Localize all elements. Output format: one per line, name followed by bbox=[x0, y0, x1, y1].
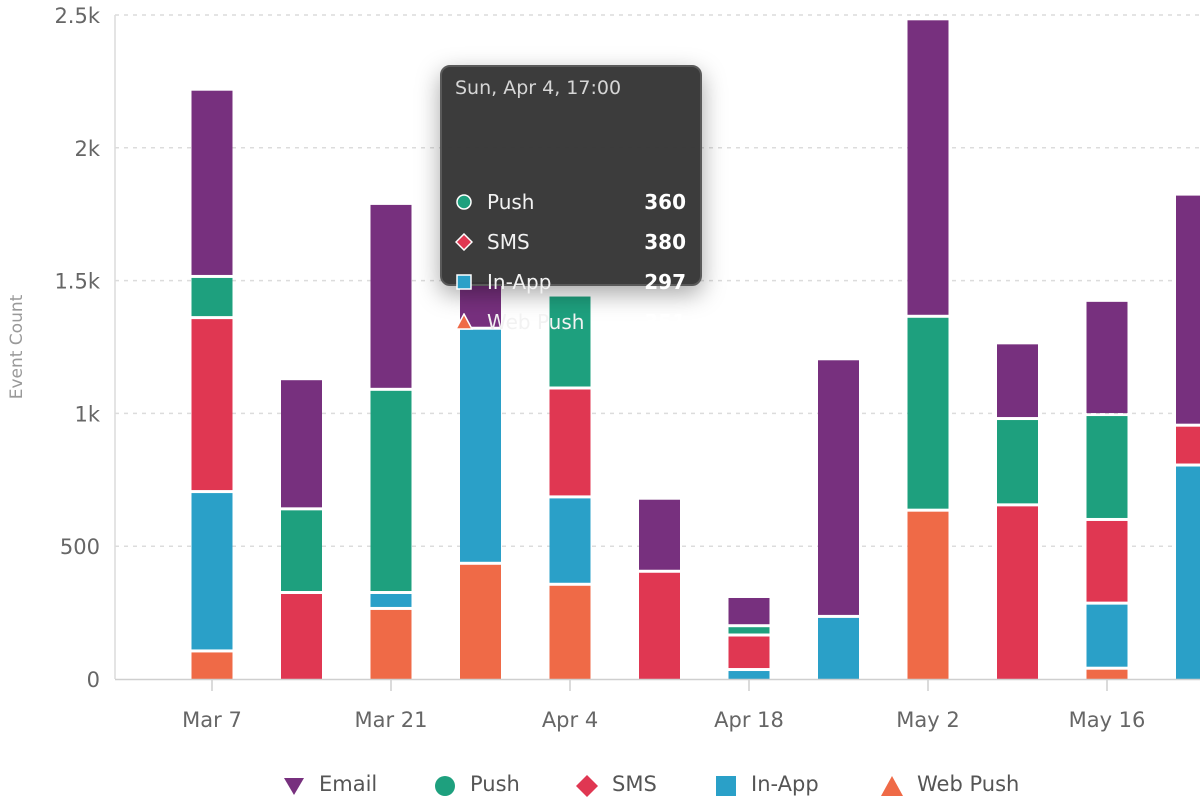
bar-segment-sms bbox=[1086, 520, 1128, 602]
diamond-icon bbox=[454, 232, 474, 252]
bar-segment-email bbox=[907, 20, 949, 315]
bar-segment-in-app bbox=[191, 493, 233, 650]
bar-segment-push bbox=[728, 627, 770, 634]
bar-segment-web-push bbox=[370, 609, 412, 679]
bar-segment-in-app bbox=[549, 498, 591, 583]
bar-segment-sms bbox=[1176, 426, 1200, 464]
bar-segment-push bbox=[997, 420, 1038, 504]
bar-segment-in-app bbox=[370, 594, 412, 607]
bar-segment-sms bbox=[728, 636, 770, 669]
bar-segment-push bbox=[549, 296, 591, 387]
square-icon bbox=[715, 775, 736, 796]
bar-segment-in-app bbox=[1086, 604, 1128, 667]
tooltip-series-value: 297 bbox=[644, 270, 686, 294]
tooltip-row-push: Push 360 bbox=[455, 187, 686, 217]
bar-segment-email bbox=[1086, 301, 1128, 414]
bar-segment-sms bbox=[281, 594, 322, 679]
tooltip-series-name: Push bbox=[487, 190, 535, 214]
bar-segment-push bbox=[907, 317, 949, 509]
legend-item-email[interactable]: Email bbox=[283, 770, 377, 798]
y-tick-label: 2.5k bbox=[54, 4, 100, 28]
triangle-down-icon bbox=[283, 775, 304, 795]
bar-segment-sms bbox=[639, 572, 680, 679]
bar-segment-email bbox=[997, 344, 1038, 418]
bar-segment-in-app bbox=[460, 329, 501, 562]
legend-item-push[interactable]: Push bbox=[434, 770, 520, 798]
bar-segment-web-push bbox=[907, 511, 949, 679]
tooltip-series-name: Web Push bbox=[487, 310, 585, 334]
triangle-icon bbox=[881, 775, 903, 796]
chart-tooltip: Sun, Apr 4, 17:00 Push 360 SMS 380 In-Ap… bbox=[440, 65, 702, 334]
bar-segment-web-push bbox=[549, 585, 591, 679]
legend-label: Web Push bbox=[917, 772, 1020, 796]
tooltip-series-value: 380 bbox=[644, 230, 686, 254]
y-axis-title: Event Count bbox=[7, 294, 27, 399]
bar-segment-email bbox=[191, 90, 233, 275]
y-tick-label: 1.5k bbox=[54, 270, 100, 294]
bar-segment-email bbox=[1176, 195, 1200, 424]
square-icon bbox=[455, 273, 473, 291]
legend-item-web-push[interactable]: Web Push bbox=[881, 770, 1019, 798]
x-tick-label: Apr 18 bbox=[714, 708, 784, 732]
bar-segment-sms bbox=[191, 319, 233, 491]
bar-segment-push bbox=[191, 277, 233, 317]
bar-segment-push bbox=[1086, 416, 1128, 518]
legend-label: Push bbox=[470, 772, 520, 796]
x-tick-label: May 16 bbox=[1069, 708, 1146, 732]
tooltip-row-in-app: In-App 297 bbox=[455, 267, 686, 297]
bar-segment-email bbox=[728, 597, 770, 625]
y-tick-label: 1k bbox=[74, 402, 100, 426]
bar-segment-push bbox=[281, 510, 322, 592]
x-tick-label: Mar 7 bbox=[182, 708, 242, 732]
y-tick-label: 2k bbox=[74, 137, 100, 161]
bar-segment-email bbox=[281, 380, 322, 508]
bar-segment-email bbox=[370, 204, 412, 388]
y-tick-label: 0 bbox=[87, 668, 100, 692]
bar-segment-in-app bbox=[818, 617, 859, 679]
tooltip-series-name: In-App bbox=[487, 270, 552, 294]
bar-segment-web-push bbox=[1086, 669, 1128, 679]
diamond-icon bbox=[576, 775, 598, 797]
triangle-icon bbox=[454, 312, 474, 331]
legend-label: SMS bbox=[612, 772, 657, 796]
y-tick-label: 500 bbox=[60, 535, 100, 559]
bar-segment-email bbox=[639, 499, 680, 570]
legend-item-in-app[interactable]: In-App bbox=[715, 770, 819, 798]
tooltip-row-web-push: Web Push 351 bbox=[454, 307, 686, 337]
chart-legend: Email Push SMS In-App Web Push bbox=[0, 764, 1200, 804]
x-tick-label: Mar 21 bbox=[354, 708, 427, 732]
tooltip-series-name: SMS bbox=[487, 230, 530, 254]
bar-segment-in-app bbox=[728, 671, 770, 679]
x-tick-label: Apr 4 bbox=[542, 708, 598, 732]
tooltip-series-value: 360 bbox=[644, 190, 686, 214]
tooltip-title: Sun, Apr 4, 17:00 bbox=[455, 77, 622, 99]
bar-segment-push bbox=[370, 390, 412, 592]
bar-segment-sms bbox=[997, 506, 1038, 679]
circle-icon bbox=[434, 775, 455, 796]
circle-icon bbox=[455, 193, 473, 211]
bar-segment-in-app bbox=[1176, 466, 1200, 679]
legend-label: In-App bbox=[751, 772, 819, 796]
bar-segment-email bbox=[818, 360, 859, 615]
legend-label: Email bbox=[319, 772, 378, 796]
bar-segment-sms bbox=[549, 389, 591, 496]
bar-segment-web-push bbox=[460, 564, 501, 679]
x-tick-label: May 2 bbox=[896, 708, 959, 732]
tooltip-row-sms: SMS 380 bbox=[454, 227, 686, 257]
legend-item-sms[interactable]: SMS bbox=[576, 770, 657, 798]
tooltip-series-value: 351 bbox=[644, 310, 686, 334]
bar-segment-web-push bbox=[191, 652, 233, 679]
